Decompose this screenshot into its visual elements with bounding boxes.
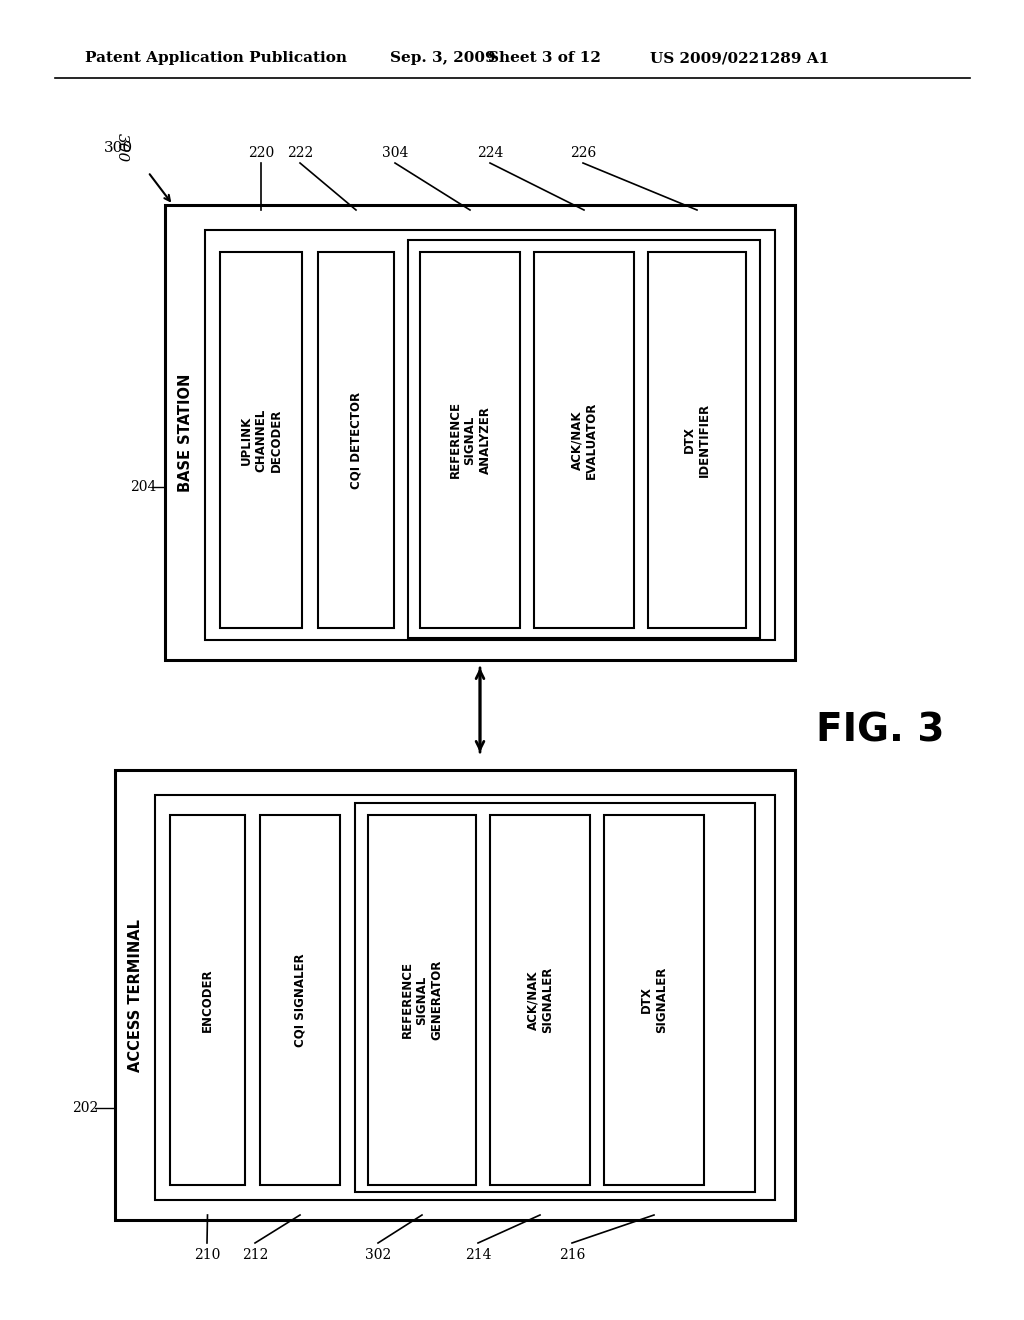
Text: 300: 300 [115,133,129,162]
Text: Sep. 3, 2009: Sep. 3, 2009 [390,51,496,65]
Bar [318,252,394,628]
Text: UPLINK
CHANNEL
DECODER: UPLINK CHANNEL DECODER [240,408,283,471]
Text: ENCODER: ENCODER [201,968,214,1032]
Bar [220,252,302,628]
Text: 224: 224 [477,147,503,160]
Text: 204: 204 [130,480,157,494]
Text: DTX
SIGNALER: DTX SIGNALER [640,966,668,1034]
Bar [205,230,775,640]
Text: Patent Application Publication: Patent Application Publication [85,51,347,65]
Bar [420,252,520,628]
Bar [170,814,245,1185]
Text: Sheet 3 of 12: Sheet 3 of 12 [488,51,601,65]
Text: CQI SIGNALER: CQI SIGNALER [294,953,306,1047]
Bar [355,803,755,1192]
Text: 220: 220 [248,147,274,160]
Bar [115,770,795,1220]
Text: 212: 212 [242,1247,268,1262]
Text: 216: 216 [559,1247,585,1262]
Bar [165,205,795,660]
Text: 222: 222 [287,147,313,160]
Bar [648,252,746,628]
Text: 300: 300 [103,141,132,154]
Text: BASE STATION: BASE STATION [177,374,193,491]
Text: FIG. 3: FIG. 3 [816,711,944,748]
Text: 302: 302 [365,1247,391,1262]
Text: 210: 210 [194,1247,220,1262]
Text: 304: 304 [382,147,409,160]
Bar [368,814,476,1185]
Text: ACK/NAK
EVALUATOR: ACK/NAK EVALUATOR [570,401,598,479]
Bar [604,814,705,1185]
Bar [155,795,775,1200]
Text: ACCESS TERMINAL: ACCESS TERMINAL [128,919,142,1072]
Bar [490,814,590,1185]
Text: REFERENCE
SIGNAL
GENERATOR: REFERENCE SIGNAL GENERATOR [400,960,443,1040]
Bar [260,814,340,1185]
Text: 226: 226 [570,147,596,160]
Text: ACK/NAK
SIGNALER: ACK/NAK SIGNALER [526,966,554,1034]
Text: 214: 214 [465,1247,492,1262]
Text: 202: 202 [72,1101,98,1114]
Bar [408,240,760,638]
Bar [534,252,634,628]
Text: US 2009/0221289 A1: US 2009/0221289 A1 [650,51,829,65]
Text: DTX
IDENTIFIER: DTX IDENTIFIER [683,403,711,477]
Text: CQI DETECTOR: CQI DETECTOR [349,392,362,488]
Text: REFERENCE
SIGNAL
ANALYZER: REFERENCE SIGNAL ANALYZER [449,401,492,479]
